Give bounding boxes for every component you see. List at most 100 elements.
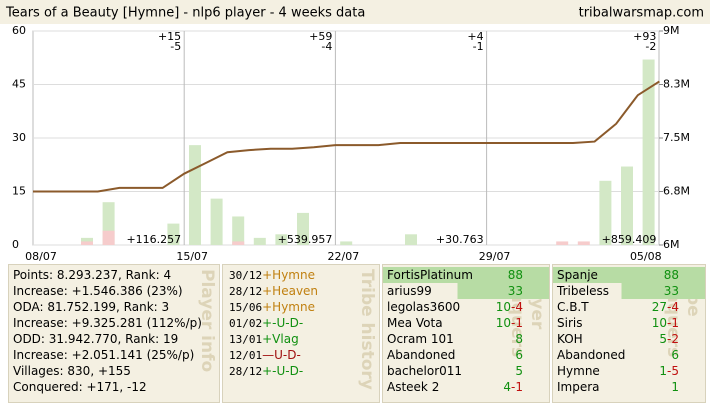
conquer-name: Siris xyxy=(557,316,583,330)
conquer-loss: -1 xyxy=(667,316,679,330)
conquer-gain: 88 xyxy=(663,268,679,282)
conquer-gain: 10 xyxy=(651,316,668,330)
conquer-name: Abandoned xyxy=(387,348,456,362)
conquer-count: 88 xyxy=(508,267,523,283)
conquer-row: KOH 5-2 xyxy=(553,331,705,347)
tribe-conquers-panel: Tribe conquersSpanje88Tribeless33C.B.T27… xyxy=(552,264,706,403)
site-link[interactable]: tribalwarsmap.com xyxy=(579,6,704,21)
bar xyxy=(621,166,633,245)
conquer-loss: -2 xyxy=(667,332,679,346)
history-date: 12/01 xyxy=(229,349,263,362)
points-line xyxy=(33,80,660,193)
bar xyxy=(642,59,655,246)
y-tick-label: 15 xyxy=(12,185,26,198)
week-gain: +4 xyxy=(467,30,483,43)
bar xyxy=(275,234,288,245)
conquer-loss: -4 xyxy=(667,300,679,314)
chart: Tears of a Beauty [Hymne] - nlp6 player … xyxy=(0,0,710,263)
history-date: 01/02 xyxy=(229,317,263,330)
history-date: 30/12 xyxy=(229,269,263,282)
conquer-row: Abandoned 6 xyxy=(383,347,549,363)
bar xyxy=(81,241,93,245)
week-loss: -5 xyxy=(170,40,181,53)
bar xyxy=(340,241,353,245)
week-gain: +59 xyxy=(309,30,332,43)
info-line: Increase: +1.546.386 (23%) xyxy=(13,284,183,298)
week-loss: -1 xyxy=(473,40,484,53)
x-tick-label: 08/07 xyxy=(25,250,57,263)
conquer-count: 1 xyxy=(671,379,679,395)
conquer-gain: 88 xyxy=(507,268,523,282)
x-tick-label: 22/07 xyxy=(328,250,360,263)
conquer-row: arius99 33 xyxy=(383,283,549,299)
week-gain: +15 xyxy=(158,30,181,43)
conquer-count: 6 xyxy=(671,347,679,363)
bar xyxy=(189,145,201,245)
week-gain: +93 xyxy=(633,30,656,43)
x-tick-label: 05/08 xyxy=(630,250,662,263)
conquer-count: 88 xyxy=(664,267,679,283)
history-row: 28/12+-U-D- xyxy=(229,363,373,379)
conquer-name: KOH xyxy=(557,332,583,346)
info-line: Points: 8.293.237, Rank: 4 xyxy=(13,268,172,282)
conquer-gain: 10 xyxy=(495,300,512,314)
conquer-count: 5 xyxy=(515,363,523,379)
week-points: +30.763 xyxy=(436,233,484,246)
watermark: Player info xyxy=(197,269,217,373)
conquer-count: 6 xyxy=(515,347,523,363)
conquer-row: Siris 10-1 xyxy=(553,315,705,331)
info-line: ODD: 31.942.770, Rank: 19 xyxy=(13,332,179,346)
y-tick-label: 30 xyxy=(12,131,26,144)
conquer-loss: -1 xyxy=(511,316,523,330)
conquer-loss: -1 xyxy=(511,380,523,394)
chart-title: Tears of a Beauty [Hymne] - nlp6 player … xyxy=(5,6,365,21)
conquer-name: legolas3600 xyxy=(387,300,461,314)
conquer-gain: 1 xyxy=(671,380,679,394)
week-points: +539.957 xyxy=(278,233,333,246)
history-event: +Heaven xyxy=(262,284,319,298)
conquer-count: 10-4 xyxy=(496,299,523,315)
bar xyxy=(167,223,180,245)
conquer-row: Asteek 2 4-1 xyxy=(383,379,549,395)
conquer-count: 10-1 xyxy=(496,315,523,331)
history-event: +Vlag xyxy=(262,332,299,346)
conquer-gain: 1 xyxy=(659,364,668,378)
conquer-name: C.B.T xyxy=(557,300,589,314)
history-date: 15/06 xyxy=(229,301,263,314)
history-row: 01/02+-U-D- xyxy=(229,315,373,331)
conquer-name: Impera xyxy=(557,380,600,394)
y2-tick-label: 6M xyxy=(663,238,680,251)
history-row: 28/12+Heaven xyxy=(229,283,373,299)
y-tick-label: 45 xyxy=(12,78,26,91)
week-loss: -4 xyxy=(321,40,332,53)
x-tick-label: 29/07 xyxy=(479,250,511,263)
conquer-name: FortisPlatinum xyxy=(387,268,473,282)
conquer-name: Abandoned xyxy=(557,348,626,362)
bar xyxy=(297,212,309,245)
conquer-row: Impera 1 xyxy=(553,379,705,395)
conquer-row: Abandoned 6 xyxy=(553,347,705,363)
conquer-name: bachelor011 xyxy=(387,364,463,378)
history-row: 15/06+Hymne xyxy=(229,299,373,315)
conquer-name: Spanje xyxy=(557,268,598,282)
bar xyxy=(210,198,223,245)
info-line: ODA: 81.752.199, Rank: 3 xyxy=(13,300,170,314)
bar xyxy=(405,234,417,245)
title-bar xyxy=(0,0,710,24)
y2-tick-label: 8.3M xyxy=(663,78,690,91)
watermark: Tribe history xyxy=(357,269,377,390)
week-points: +859.409 xyxy=(602,233,657,246)
info-line: Increase: +9.325.281 (112%/p) xyxy=(13,316,202,330)
conquer-name: Tribeless xyxy=(557,284,610,298)
history-date: 28/12 xyxy=(229,285,263,298)
bar xyxy=(253,237,266,245)
conquer-count: 1-5 xyxy=(659,363,679,379)
bar xyxy=(232,241,245,245)
conquer-count: 5-2 xyxy=(659,331,679,347)
conquer-row: Hymne 1-5 xyxy=(553,363,705,379)
conquer-count: 4-1 xyxy=(503,379,523,395)
conquer-loss: -5 xyxy=(667,364,679,378)
y2-tick-label: 6.8M xyxy=(663,185,690,198)
history-event: +Hymne xyxy=(262,268,315,282)
conquer-count: 8 xyxy=(515,331,523,347)
